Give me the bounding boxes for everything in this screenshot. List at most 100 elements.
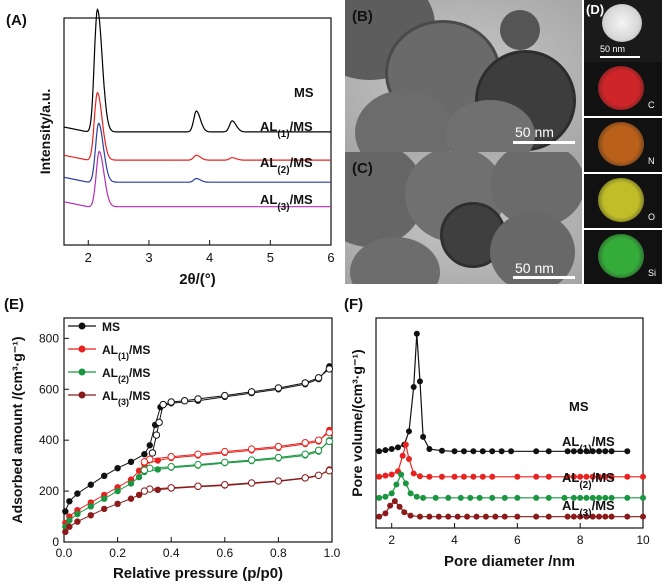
element-label-c: C xyxy=(648,100,655,110)
pore-point xyxy=(479,473,486,480)
pore-point xyxy=(391,498,398,505)
series-label-a-2: AL(2)/MS xyxy=(260,155,313,176)
adsorption-point xyxy=(146,442,153,449)
desorption-point xyxy=(155,418,163,427)
element-map-si: Si xyxy=(584,230,662,284)
adsorption-point xyxy=(127,480,135,487)
desorption-point xyxy=(159,400,167,409)
adsorption-point xyxy=(141,450,148,458)
element-map-n: N xyxy=(584,118,662,172)
pore-point xyxy=(416,378,423,385)
desorption-line-1 xyxy=(144,432,330,463)
pore-point xyxy=(602,448,609,455)
x-tick-label-a: 6 xyxy=(327,250,334,265)
pore-point xyxy=(401,509,408,516)
adsorption-point xyxy=(62,528,69,536)
pore-point xyxy=(413,493,420,500)
pore-point xyxy=(489,448,496,455)
x-tick-label-f: 8 xyxy=(577,533,584,547)
adsorption-point xyxy=(135,473,143,481)
desorption-point xyxy=(221,458,229,467)
y-tick-label-e: 200 xyxy=(39,484,59,498)
legend-label-e-0: MS xyxy=(102,320,120,334)
pore-point xyxy=(533,473,540,480)
scale-bar-d xyxy=(600,56,640,58)
desorption-line-2 xyxy=(144,441,330,471)
pore-point xyxy=(416,513,423,520)
pore-point xyxy=(416,473,423,480)
desorption-point xyxy=(247,445,256,453)
element-map-particle xyxy=(598,122,644,166)
y-axis-label-e: Adsorbed amount /(cm³·g⁻¹) xyxy=(9,336,25,523)
desorption-point xyxy=(167,398,175,406)
pore-point xyxy=(476,494,483,501)
adsorption-point xyxy=(135,467,143,474)
x-tick-label-f: 6 xyxy=(514,533,521,547)
pore-point xyxy=(514,494,521,501)
panel-label-e: (E) xyxy=(4,296,24,313)
pore-point xyxy=(533,448,540,455)
pore-point xyxy=(457,494,464,501)
pore-point xyxy=(608,473,615,480)
pore-point xyxy=(426,446,433,453)
pore-point xyxy=(445,513,452,520)
element-label-si: Si xyxy=(648,268,657,278)
x-tick-label-e: 0.8 xyxy=(270,546,287,560)
desorption-point xyxy=(325,428,334,437)
xrd-curve-0 xyxy=(63,7,331,133)
pore-point xyxy=(624,473,631,480)
pore-point xyxy=(564,513,571,520)
pore-point xyxy=(489,494,496,501)
series-label-f-0: MS xyxy=(569,399,589,414)
pore-point xyxy=(589,448,596,455)
panel-label-b: (B) xyxy=(352,8,373,25)
legend-marker-1 xyxy=(78,345,86,353)
pore-point xyxy=(577,448,584,455)
x-tick-label-e: 0.4 xyxy=(163,546,180,560)
series-label-f-2: AL(2)/MS xyxy=(562,470,615,491)
desorption-point xyxy=(314,446,323,455)
desorption-point xyxy=(194,395,202,403)
pore-point xyxy=(405,456,412,463)
pore-point xyxy=(570,494,577,501)
panel-label-f: (F) xyxy=(344,296,364,313)
pore-point xyxy=(407,512,414,519)
adsorption-point xyxy=(87,481,95,488)
pore-point xyxy=(479,448,486,455)
pore-point xyxy=(608,448,615,455)
pore-point xyxy=(451,473,458,480)
pore-point xyxy=(420,494,427,501)
pore-point xyxy=(602,494,609,501)
adsorption-point xyxy=(74,518,81,525)
pore-point xyxy=(514,513,521,520)
pore-point xyxy=(640,473,646,480)
pore-point xyxy=(454,513,461,520)
series-label-f-1: AL(1)/MS xyxy=(562,434,615,455)
pore-point xyxy=(583,473,590,480)
pore-point xyxy=(426,473,433,480)
desorption-point xyxy=(167,453,175,461)
pore-point xyxy=(413,330,420,337)
pore-point xyxy=(438,473,445,480)
pore-point xyxy=(583,494,590,501)
pore-point xyxy=(602,513,609,520)
scale-label-d: 50 nm xyxy=(600,44,626,54)
desorption-point xyxy=(167,484,175,492)
pore-point xyxy=(508,448,515,455)
element-label-o: O xyxy=(648,212,656,222)
pore-point xyxy=(460,473,467,480)
pore-point xyxy=(420,433,427,440)
pore-point xyxy=(402,480,409,487)
x-tick-label-e: 1.0 xyxy=(324,546,341,560)
element-map-particle xyxy=(598,234,644,278)
desorption-point xyxy=(194,460,202,469)
pore-point xyxy=(399,452,406,459)
pore-point xyxy=(570,473,577,480)
pore-point xyxy=(570,448,577,455)
desorption-point xyxy=(140,487,149,495)
panel-label-a: (A) xyxy=(6,12,27,29)
desorption-point xyxy=(194,450,202,458)
y-tick-label-e: 600 xyxy=(39,382,59,396)
desorption-point xyxy=(301,474,309,482)
